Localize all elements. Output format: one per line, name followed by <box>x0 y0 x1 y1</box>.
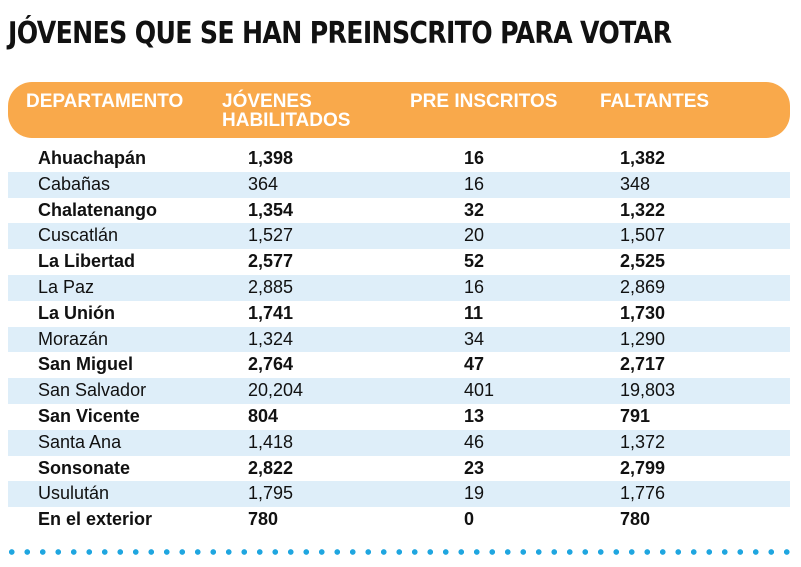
table-row: La Unión 1,741 11 1,730 <box>8 301 790 327</box>
value-cell: 1,795 <box>248 483 294 504</box>
column-header-jovenes-habilitados: JÓVENES HABILITADOS <box>222 91 351 131</box>
value-cell: 1,382 <box>620 148 666 168</box>
value-cell: 1,776 <box>620 483 666 504</box>
value-cell: 364 <box>248 173 279 194</box>
department-name: Usulután <box>38 483 110 504</box>
value-cell: 2,822 <box>248 457 294 478</box>
department-name: La Paz <box>38 276 95 297</box>
table-row: Ahuachapán 1,398 16 1,382 <box>8 146 790 172</box>
table-row: San Salvador 20,204 401 19,803 <box>8 378 790 404</box>
value-cell: 1,354 <box>248 199 294 220</box>
value-cell: 1,324 <box>248 328 294 349</box>
value-cell: 2,799 <box>620 457 666 478</box>
department-name: San Vicente <box>38 405 140 426</box>
value-cell: 1,372 <box>620 431 666 452</box>
department-name: Cabañas <box>38 173 111 194</box>
value-cell: 1,730 <box>620 302 666 323</box>
value-cell: 16 <box>464 148 485 168</box>
department-name: La Unión <box>38 302 115 323</box>
column-header-pre-inscritos: PRE INSCRITOS <box>410 91 558 112</box>
value-cell: 16 <box>464 276 485 297</box>
dotted-divider <box>4 548 798 556</box>
value-cell: 2,869 <box>620 276 666 297</box>
table-row: San Vicente 804 13 791 <box>8 404 790 430</box>
value-cell: 47 <box>464 354 485 375</box>
value-cell: 2,525 <box>620 251 666 272</box>
department-name: San Miguel <box>38 354 134 375</box>
value-cell: 1,527 <box>248 225 294 246</box>
value-cell: 19,803 <box>620 380 676 401</box>
table-row: La Paz 2,885 16 2,869 <box>8 274 790 301</box>
value-cell: 2,577 <box>248 251 294 272</box>
value-cell: 32 <box>464 199 485 220</box>
table-row: Cuscatlán 1,527 20 1,507 <box>8 223 790 250</box>
table-row: Chalatenango 1,354 32 1,322 <box>8 198 790 224</box>
department-name: Ahuachapán <box>38 148 147 168</box>
value-cell: 19 <box>464 483 485 504</box>
value-cell: 401 <box>464 380 495 401</box>
department-name: San Salvador <box>38 380 147 401</box>
table-row: Morazán 1,324 34 1,290 <box>8 326 790 353</box>
data-table: Ahuachapán 1,398 16 1,382 Cabañas 364 16 348 Cha… <box>8 146 790 533</box>
value-cell: 16 <box>464 173 485 194</box>
table-row: La Libertad 2,577 52 2,525 <box>8 249 790 275</box>
department-name: Sonsonate <box>38 457 131 478</box>
department-name: Morazán <box>38 328 109 349</box>
value-cell: 780 <box>248 509 279 530</box>
value-cell: 2,885 <box>248 276 294 297</box>
value-cell: 2,717 <box>620 354 666 375</box>
department-name: Santa Ana <box>38 431 122 452</box>
value-cell: 1,741 <box>248 302 294 323</box>
value-cell: 11 <box>464 302 484 323</box>
department-name: La Libertad <box>38 251 136 272</box>
table-header: DEPARTAMENTO JÓVENES HABILITADOS PRE INS… <box>8 82 790 138</box>
table-row: Santa Ana 1,418 46 1,372 <box>8 429 790 456</box>
value-cell: 1,398 <box>248 148 294 168</box>
value-cell: 20,204 <box>248 380 304 401</box>
department-name: Cuscatlán <box>38 225 119 246</box>
column-header-departamento: DEPARTAMENTO <box>26 91 184 112</box>
value-cell: 23 <box>464 457 485 478</box>
value-cell: 52 <box>464 251 485 272</box>
value-cell: 1,322 <box>620 199 666 220</box>
table-row: San Miguel 2,764 47 2,717 <box>8 352 790 378</box>
value-cell: 348 <box>620 173 651 194</box>
value-cell: 1,418 <box>248 431 294 452</box>
value-cell: 804 <box>248 405 279 426</box>
chart-title: JÓVENES QUE SE HAN PREINSCRITO PARA VOTA… <box>8 16 672 51</box>
value-cell: 0 <box>464 509 475 530</box>
department-name: En el exterior <box>38 509 153 530</box>
table-row: Usulután 1,795 19 1,776 <box>8 481 790 508</box>
value-cell: 2,764 <box>248 354 294 375</box>
value-cell: 46 <box>464 431 485 452</box>
value-cell: 791 <box>620 405 651 426</box>
value-cell: 1,507 <box>620 225 666 246</box>
table-row: Sonsonate 2,822 23 2,799 <box>8 456 790 482</box>
table-row: Cabañas 364 16 348 <box>8 171 790 198</box>
table-row: En el exterior 780 0 780 <box>8 507 790 533</box>
value-cell: 13 <box>464 405 485 426</box>
column-header-faltantes: FALTANTES <box>600 91 710 112</box>
value-cell: 1,290 <box>620 328 666 349</box>
value-cell: 780 <box>620 509 651 530</box>
department-name: Chalatenango <box>38 199 158 220</box>
value-cell: 34 <box>464 328 485 349</box>
value-cell: 20 <box>464 225 485 246</box>
